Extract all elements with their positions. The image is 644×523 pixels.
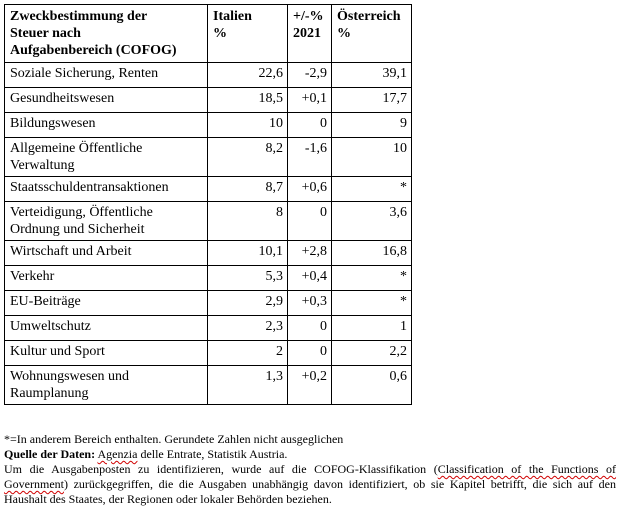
cell-italy: 8,2 [207,137,288,177]
methodology-text: ) zurückgegriffen, die die Ausgaben unab… [4,477,616,506]
cell-italy: 10 [207,112,288,138]
cell-category: Kultur und Sport [4,340,208,366]
cell-italy: 8,7 [207,176,288,202]
cell-change: 0 [287,340,332,366]
cell-change: 0 [287,315,332,341]
cell-austria: 2,2 [331,340,412,366]
header-category: Zweckbestimmung der Steuer nach Aufgaben… [4,4,208,63]
cell-change: -2,9 [287,62,332,88]
cell-italy: 1,3 [207,365,288,405]
header-change: +/-% 2021 [287,4,332,63]
cell-category: Wirtschaft und Arbeit [4,240,208,266]
cell-change: +0,4 [287,265,332,291]
cofog-expansion: Classification of the Functions of Gover… [4,462,617,491]
cell-change: -1,6 [287,137,332,177]
cell-category: Verkehr [4,265,208,291]
header-austria-line: Österreich [337,9,401,24]
table-row: Soziale Sicherung, Renten 22,6 -2,9 39,1 [4,62,412,88]
cell-category: Gesundheitswesen [4,87,208,113]
source-agency: Agenzia [97,447,138,461]
table-row: Verkehr 5,3 +0,4 * [4,265,412,291]
cell-change: +0,2 [287,365,332,405]
cell-italy: 2,9 [207,290,288,316]
header-italy: Italien % [207,4,288,63]
header-change-line: +/-% [293,9,324,24]
cell-category: Staatsschuldentransaktionen [4,176,208,202]
cell-austria: * [331,176,412,202]
cell-change: +0,1 [287,87,332,113]
cell-austria: 3,6 [331,201,412,241]
table-row: Allgemeine Öffentliche Verwaltung 8,2 -1,… [4,137,412,177]
header-austria-line: % [337,26,351,41]
table-row: Kultur und Sport 2 0 2,2 [4,340,412,366]
cell-italy: 2,3 [207,315,288,341]
header-austria: Österreich % [331,4,412,63]
table-row: Umweltschutz 2,3 0 1 [4,315,412,341]
source-line: Quelle der Daten: Agenzia delle Entrate,… [4,447,616,462]
source-label: Quelle der Daten: [4,447,96,461]
cell-austria: 9 [331,112,412,138]
cell-austria: 39,1 [331,62,412,88]
cell-austria: 1 [331,315,412,341]
table-header-row: Zweckbestimmung der Steuer nach Aufgaben… [4,4,412,63]
cell-italy: 22,6 [207,62,288,88]
footnote: *=In anderem Bereich enthalten. Gerundet… [4,432,344,446]
cell-change: +0,3 [287,290,332,316]
cell-change: +2,8 [287,240,332,266]
table-row: Wohnungswesen und Raumplanung 1,3 +0,2 0,… [4,365,412,405]
table-row: Bildungswesen 10 0 9 [4,112,412,138]
header-change-line: 2021 [293,26,321,41]
header-italy-line: Italien [213,9,252,24]
cell-category: Umweltschutz [4,315,208,341]
cell-italy: 8 [207,201,288,241]
header-category-line: Zweckbestimmung der [10,9,148,24]
cell-category: Soziale Sicherung, Renten [4,62,208,88]
cell-austria: * [331,290,412,316]
methodology-note: Um die Ausgabenposten zu identifizieren,… [4,462,616,507]
table-row: Verteidigung, Öffentliche Ordnung und Sic… [4,201,412,241]
cell-italy: 5,3 [207,265,288,291]
cell-italy: 2 [207,340,288,366]
cell-austria: 17,7 [331,87,412,113]
methodology-text: Um die Ausgabenposten zu identifizieren,… [4,462,438,476]
cofog-table: Zweckbestimmung der Steuer nach Aufgaben… [4,4,412,405]
cell-category: Allgemeine Öffentliche Verwaltung [4,137,208,177]
header-category-line: Steuer nach [10,26,81,41]
table-row: Staatsschuldentransaktionen 8,7 +0,6 * [4,176,412,202]
cell-change: 0 [287,112,332,138]
table-row: Gesundheitswesen 18,5 +0,1 17,7 [4,87,412,113]
cell-change: +0,6 [287,176,332,202]
source-rest: delle Entrate, Statistik Austria. [137,447,288,461]
cell-category: Wohnungswesen und Raumplanung [4,365,208,405]
table-row: EU-Beiträge 2,9 +0,3 * [4,290,412,316]
cell-category: EU-Beiträge [4,290,208,316]
cell-category: Verteidigung, Öffentliche Ordnung und Sic… [4,201,208,241]
cell-austria: * [331,265,412,291]
header-italy-line: % [213,26,227,41]
cell-category: Bildungswesen [4,112,208,138]
cell-italy: 10,1 [207,240,288,266]
cell-austria: 16,8 [331,240,412,266]
cell-austria: 0,6 [331,365,412,405]
cell-change: 0 [287,201,332,241]
cell-austria: 10 [331,137,412,177]
header-category-line: Aufgabenbereich (COFOG) [10,43,177,58]
cell-italy: 18,5 [207,87,288,113]
table-row: Wirtschaft und Arbeit 10,1 +2,8 16,8 [4,240,412,266]
table-notes: *=In anderem Bereich enthalten. Gerundet… [4,432,616,507]
table-body: Soziale Sicherung, Renten 22,6 -2,9 39,1… [4,62,412,405]
